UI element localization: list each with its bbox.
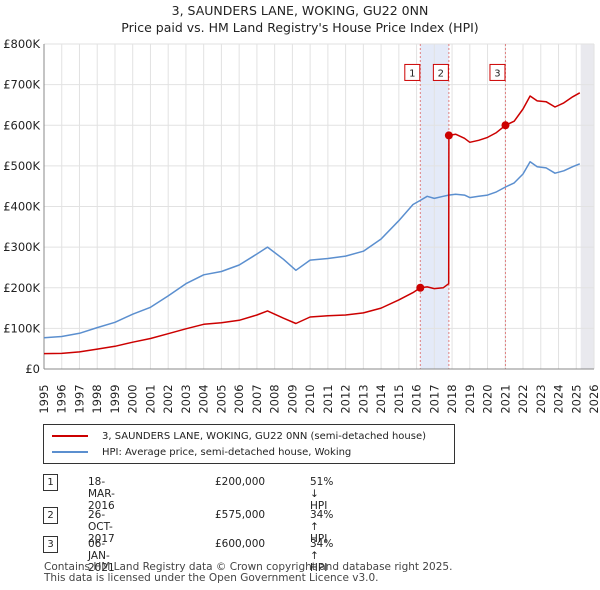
x-tick-label: 2002 <box>161 384 175 413</box>
x-tick-label: 2006 <box>232 384 246 413</box>
x-tick-label: 2018 <box>445 384 459 413</box>
x-tick-label: 2011 <box>321 384 335 413</box>
legend-label-hpi: HPI: Average price, semi-detached house,… <box>102 446 352 458</box>
legend-item-property: 3, SAUNDERS LANE, WOKING, GU22 0NN (semi… <box>52 428 426 444</box>
legend: 3, SAUNDERS LANE, WOKING, GU22 0NN (semi… <box>43 424 455 464</box>
y-tick-label: £400K <box>3 200 40 214</box>
x-tick-label: 2012 <box>339 384 353 413</box>
sale-number: 3 <box>43 536 58 553</box>
chart-title: 3, SAUNDERS LANE, WOKING, GU22 0NN <box>171 3 429 18</box>
sale-marker-label: 2 <box>438 68 444 79</box>
series-line-property <box>43 92 581 355</box>
sale-marker-label: 1 <box>409 68 415 79</box>
x-tick-label: 1997 <box>72 384 86 413</box>
sale-number: 1 <box>43 474 58 491</box>
x-tick-label: 2013 <box>356 384 370 413</box>
sale-date: 06-JAN-2021 <box>88 538 115 574</box>
legend-item-hpi: HPI: Average price, semi-detached house,… <box>52 444 351 460</box>
legend-label-property: 3, SAUNDERS LANE, WOKING, GU22 0NN (semi… <box>102 430 427 442</box>
x-tick-label: 2001 <box>143 384 157 413</box>
x-tick-label: 2007 <box>250 384 264 413</box>
x-tick-label: 1996 <box>55 384 69 413</box>
x-tick-label: 2024 <box>552 384 566 413</box>
sale-date: 26-OCT-2017 <box>88 509 115 545</box>
y-tick-label: £800K <box>3 37 40 51</box>
x-tick-label: 2003 <box>179 384 193 413</box>
sale-hpi-change: 51% ↓ HPI <box>310 476 334 512</box>
x-tick-label: 2025 <box>569 384 583 413</box>
x-tick-label: 2004 <box>197 384 211 413</box>
y-tick-label: £700K <box>3 78 40 92</box>
x-tick-label: 2017 <box>427 384 441 413</box>
price-chart: £0 £100K £200K £300K £400K £500K £600K £700K £80… <box>3 37 600 414</box>
x-tick-label: 2009 <box>285 384 299 413</box>
sale-number: 2 <box>43 507 58 524</box>
y-tick-label: £300K <box>3 240 40 254</box>
legend-swatch-hpi <box>52 451 88 453</box>
sale-point <box>416 283 425 292</box>
x-tick-label: 2015 <box>392 384 406 413</box>
y-tick-label: £500K <box>3 159 40 173</box>
y-tick-label: £0 <box>25 362 40 376</box>
sale-price: £600,000 <box>215 538 266 550</box>
x-tick-label: 1995 <box>37 384 51 413</box>
x-tick-label: 2016 <box>410 384 424 413</box>
x-tick-label: 2000 <box>126 384 140 413</box>
x-tick-label: 2010 <box>303 384 317 413</box>
x-tick-label: 2022 <box>516 384 530 413</box>
sale-date: 18-MAR-2016 <box>88 476 115 512</box>
y-tick-label: £100K <box>3 321 40 335</box>
footer-licence: This data is licensed under the Open Gov… <box>44 572 379 584</box>
x-tick-label: 2008 <box>268 384 282 413</box>
chart-subtitle: Price paid vs. HM Land Registry's House … <box>121 20 479 35</box>
x-tick-label: 2005 <box>214 384 228 413</box>
sale-marker-box <box>432 63 449 81</box>
sale-marker-box <box>489 63 506 81</box>
x-tick-label: 2023 <box>534 384 548 413</box>
series-line-hpi <box>43 161 581 339</box>
x-tick-label: 2019 <box>463 384 477 413</box>
x-tick-label: 2020 <box>481 384 495 413</box>
sale-price: £200,000 <box>215 476 266 488</box>
sale-hpi-change: 34% ↑ HPI <box>310 538 334 574</box>
sale-price: £575,000 <box>215 509 266 521</box>
footer-copyright: Contains HM Land Registry data © Crown c… <box>44 561 453 573</box>
sale-marker-label: 3 <box>494 68 500 79</box>
x-tick-label: 2021 <box>498 384 512 413</box>
sale-point <box>501 121 510 130</box>
sale-point <box>444 131 453 140</box>
sale-hpi-change: 34% ↑ HPI <box>310 509 334 545</box>
x-tick-label: 1999 <box>108 384 122 413</box>
x-tick-label: 1998 <box>90 384 104 413</box>
y-tick-label: £200K <box>3 281 40 295</box>
x-tick-label: 2014 <box>374 384 388 413</box>
x-tick-label: 2026 <box>587 384 600 413</box>
legend-swatch-property <box>52 435 88 437</box>
y-tick-label: £600K <box>3 118 40 132</box>
sale-marker-box <box>404 63 421 81</box>
